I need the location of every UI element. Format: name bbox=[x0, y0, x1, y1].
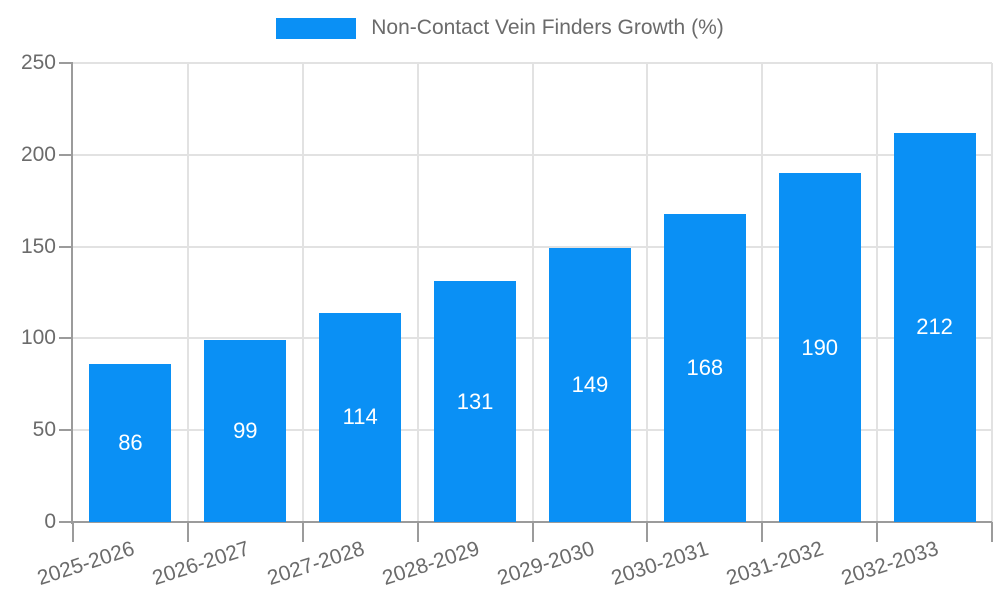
bar-value-label: 114 bbox=[342, 404, 378, 430]
legend-label: Non-Contact Vein Finders Growth (%) bbox=[371, 16, 724, 39]
y-tick-label: 100 bbox=[20, 326, 56, 350]
bar[interactable]: 114 bbox=[319, 312, 402, 522]
bar-value-label: 168 bbox=[686, 354, 724, 380]
y-tick-label: 150 bbox=[20, 234, 56, 258]
x-tick-mark bbox=[761, 522, 764, 542]
bar[interactable]: 86 bbox=[89, 364, 172, 522]
x-tick-label: 2028-2029 bbox=[379, 537, 482, 590]
x-tick-label: 2026-2027 bbox=[149, 537, 253, 590]
x-axis-line bbox=[71, 521, 992, 523]
y-tick-label: 0 bbox=[44, 510, 56, 533]
x-tick-mark bbox=[72, 522, 74, 542]
bar-value-label: 99 bbox=[233, 418, 258, 444]
chart-legend[interactable]: Non-Contact Vein Finders Growth (%) bbox=[0, 16, 1000, 40]
bar-value-label: 86 bbox=[118, 430, 143, 456]
bar[interactable]: 131 bbox=[434, 281, 517, 522]
x-tick-label: 2029-2030 bbox=[494, 537, 597, 590]
bar[interactable]: 99 bbox=[204, 340, 287, 522]
gridline-vertical bbox=[876, 63, 879, 522]
gridline-vertical bbox=[646, 63, 649, 522]
x-tick-mark bbox=[416, 522, 419, 542]
y-tick-mark bbox=[59, 62, 73, 64]
y-tick-mark bbox=[59, 153, 73, 156]
bar-value-label: 190 bbox=[801, 334, 839, 360]
x-tick-label: 2030-2031 bbox=[608, 537, 712, 590]
y-tick-label: 50 bbox=[32, 418, 56, 442]
gridline-vertical bbox=[186, 63, 189, 522]
bar-value-label: 212 bbox=[916, 314, 953, 340]
gridline-vertical bbox=[531, 63, 534, 522]
bar[interactable]: 212 bbox=[893, 132, 976, 522]
gridline-vertical bbox=[761, 63, 764, 522]
y-tick-mark bbox=[59, 245, 73, 248]
legend-swatch bbox=[276, 17, 357, 39]
y-axis-line bbox=[71, 63, 73, 524]
x-tick-label: 2027-2028 bbox=[264, 537, 367, 590]
y-tick-mark bbox=[59, 337, 73, 340]
x-tick-label: 2031-2032 bbox=[723, 537, 827, 590]
x-tick-mark bbox=[301, 522, 304, 542]
y-tick-label: 200 bbox=[20, 142, 56, 166]
y-tick-mark bbox=[59, 429, 73, 432]
bar-value-label: 149 bbox=[571, 372, 609, 398]
gridline-vertical bbox=[991, 63, 993, 522]
y-tick-label: 250 bbox=[20, 51, 56, 74]
x-tick-label: 2032-2033 bbox=[838, 537, 942, 590]
x-tick-mark bbox=[991, 522, 993, 542]
y-tick-mark bbox=[59, 521, 73, 523]
bar-value-label: 131 bbox=[456, 388, 494, 414]
x-tick-mark bbox=[186, 522, 189, 542]
gridline-vertical bbox=[301, 63, 304, 522]
bar[interactable]: 168 bbox=[663, 213, 746, 522]
x-tick-label: 2025-2026 bbox=[34, 537, 138, 590]
x-tick-mark bbox=[531, 522, 534, 542]
bar[interactable]: 190 bbox=[778, 173, 861, 522]
x-tick-mark bbox=[646, 522, 649, 542]
x-tick-mark bbox=[876, 522, 879, 542]
gridline-vertical bbox=[416, 63, 419, 522]
bar[interactable]: 149 bbox=[548, 248, 631, 522]
